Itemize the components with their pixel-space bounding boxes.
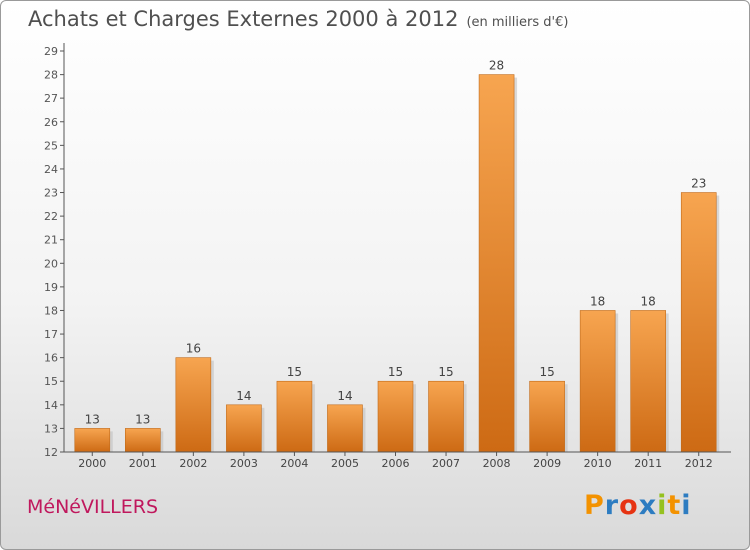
y-tick-label: 24 xyxy=(44,163,58,176)
logo-letter: i xyxy=(657,490,668,521)
bar-value-label: 18 xyxy=(590,294,605,308)
x-tick-label: 2005 xyxy=(331,457,359,470)
bar-2006 xyxy=(377,380,414,453)
bar-value-label: 18 xyxy=(641,294,656,308)
bar-value-label: 28 xyxy=(489,59,504,73)
bar-2003 xyxy=(226,404,262,453)
y-tick-label: 25 xyxy=(44,139,58,152)
x-tick-label: 2010 xyxy=(584,457,612,470)
bar-value-label: 15 xyxy=(438,365,453,379)
bar-value-label: 15 xyxy=(388,365,403,379)
y-tick-label: 12 xyxy=(44,446,58,459)
y-tick-label: 22 xyxy=(44,210,58,223)
y-tick-label: 18 xyxy=(44,304,58,317)
bar-2012 xyxy=(680,192,717,453)
y-tick-label: 14 xyxy=(44,399,58,412)
logo-letter: o xyxy=(619,490,639,521)
x-tick-label: 2007 xyxy=(432,457,460,470)
y-tick-label: 26 xyxy=(44,116,58,129)
bar-value-label: 13 xyxy=(85,412,100,426)
x-tick-label: 2012 xyxy=(685,457,713,470)
logo-letter: t xyxy=(667,490,682,521)
bar-value-label: 14 xyxy=(236,389,251,403)
x-tick-label: 2004 xyxy=(280,457,308,470)
x-tick-label: 2002 xyxy=(179,457,207,470)
y-tick-label: 16 xyxy=(44,352,58,365)
y-tick-label: 19 xyxy=(44,281,58,294)
bar-2009 xyxy=(529,380,565,453)
y-tick-label: 20 xyxy=(44,257,58,270)
bar-value-label: 15 xyxy=(287,365,302,379)
bar-2010 xyxy=(579,310,616,453)
x-tick-label: 2001 xyxy=(129,457,157,470)
y-tick-label: 29 xyxy=(44,45,58,58)
bar-2000 xyxy=(74,428,111,453)
bars: 13 13 16 14 15 14 15 15 28 15 18 18 23 xyxy=(74,59,720,453)
chart-unit: (en milliers d'€) xyxy=(466,15,569,30)
x-tick-label: 2008 xyxy=(483,457,511,470)
x-tick-label: 2000 xyxy=(78,457,106,470)
logo-letter: i xyxy=(681,490,692,521)
logo-letter: r xyxy=(604,490,620,521)
y-tick-label: 13 xyxy=(44,422,58,435)
y-tick-label: 15 xyxy=(44,375,58,388)
x-tick-label: 2006 xyxy=(382,457,410,470)
bar-2001 xyxy=(125,428,161,453)
bar-value-label: 16 xyxy=(186,342,201,356)
y-tick-label: 23 xyxy=(44,187,58,200)
bar-2002 xyxy=(175,357,212,453)
chart-title-block: Achats et Charges Externes 2000 à 2012 (e… xyxy=(28,7,568,31)
y-tick-label: 17 xyxy=(44,328,58,341)
x-axis: 2000 2001 2002 2003 2004 2005 2006 2007 2008 2009… xyxy=(64,451,731,470)
bar-value-label: 15 xyxy=(539,365,554,379)
logo-letter: x xyxy=(638,490,658,521)
y-tick-label: 21 xyxy=(44,234,58,247)
commune-name: MéNéVILLERS xyxy=(27,496,159,518)
bar-value-label: 13 xyxy=(135,412,150,426)
bar-value-label: 14 xyxy=(337,389,352,403)
bar-2004 xyxy=(276,380,313,453)
bar-2011 xyxy=(630,310,666,453)
bar-2007 xyxy=(428,380,464,453)
proxiti-logo[interactable]: Proxiti xyxy=(584,490,692,521)
chart-title: Achats et Charges Externes 2000 à 2012 xyxy=(28,7,459,31)
x-tick-label: 2011 xyxy=(634,457,662,470)
x-tick-label: 2003 xyxy=(230,457,258,470)
y-axis: 12 13 14 15 16 17 18 19 20 21 22 23 24 25 26 27 28 29 xyxy=(44,43,65,459)
bar-2005 xyxy=(327,404,363,453)
x-tick-label: 2009 xyxy=(533,457,561,470)
y-tick-label: 27 xyxy=(44,92,58,105)
y-tick-label: 28 xyxy=(44,69,58,82)
logo-letter: P xyxy=(584,490,605,521)
bar-2008 xyxy=(478,74,515,453)
bar-value-label: 23 xyxy=(691,177,706,191)
